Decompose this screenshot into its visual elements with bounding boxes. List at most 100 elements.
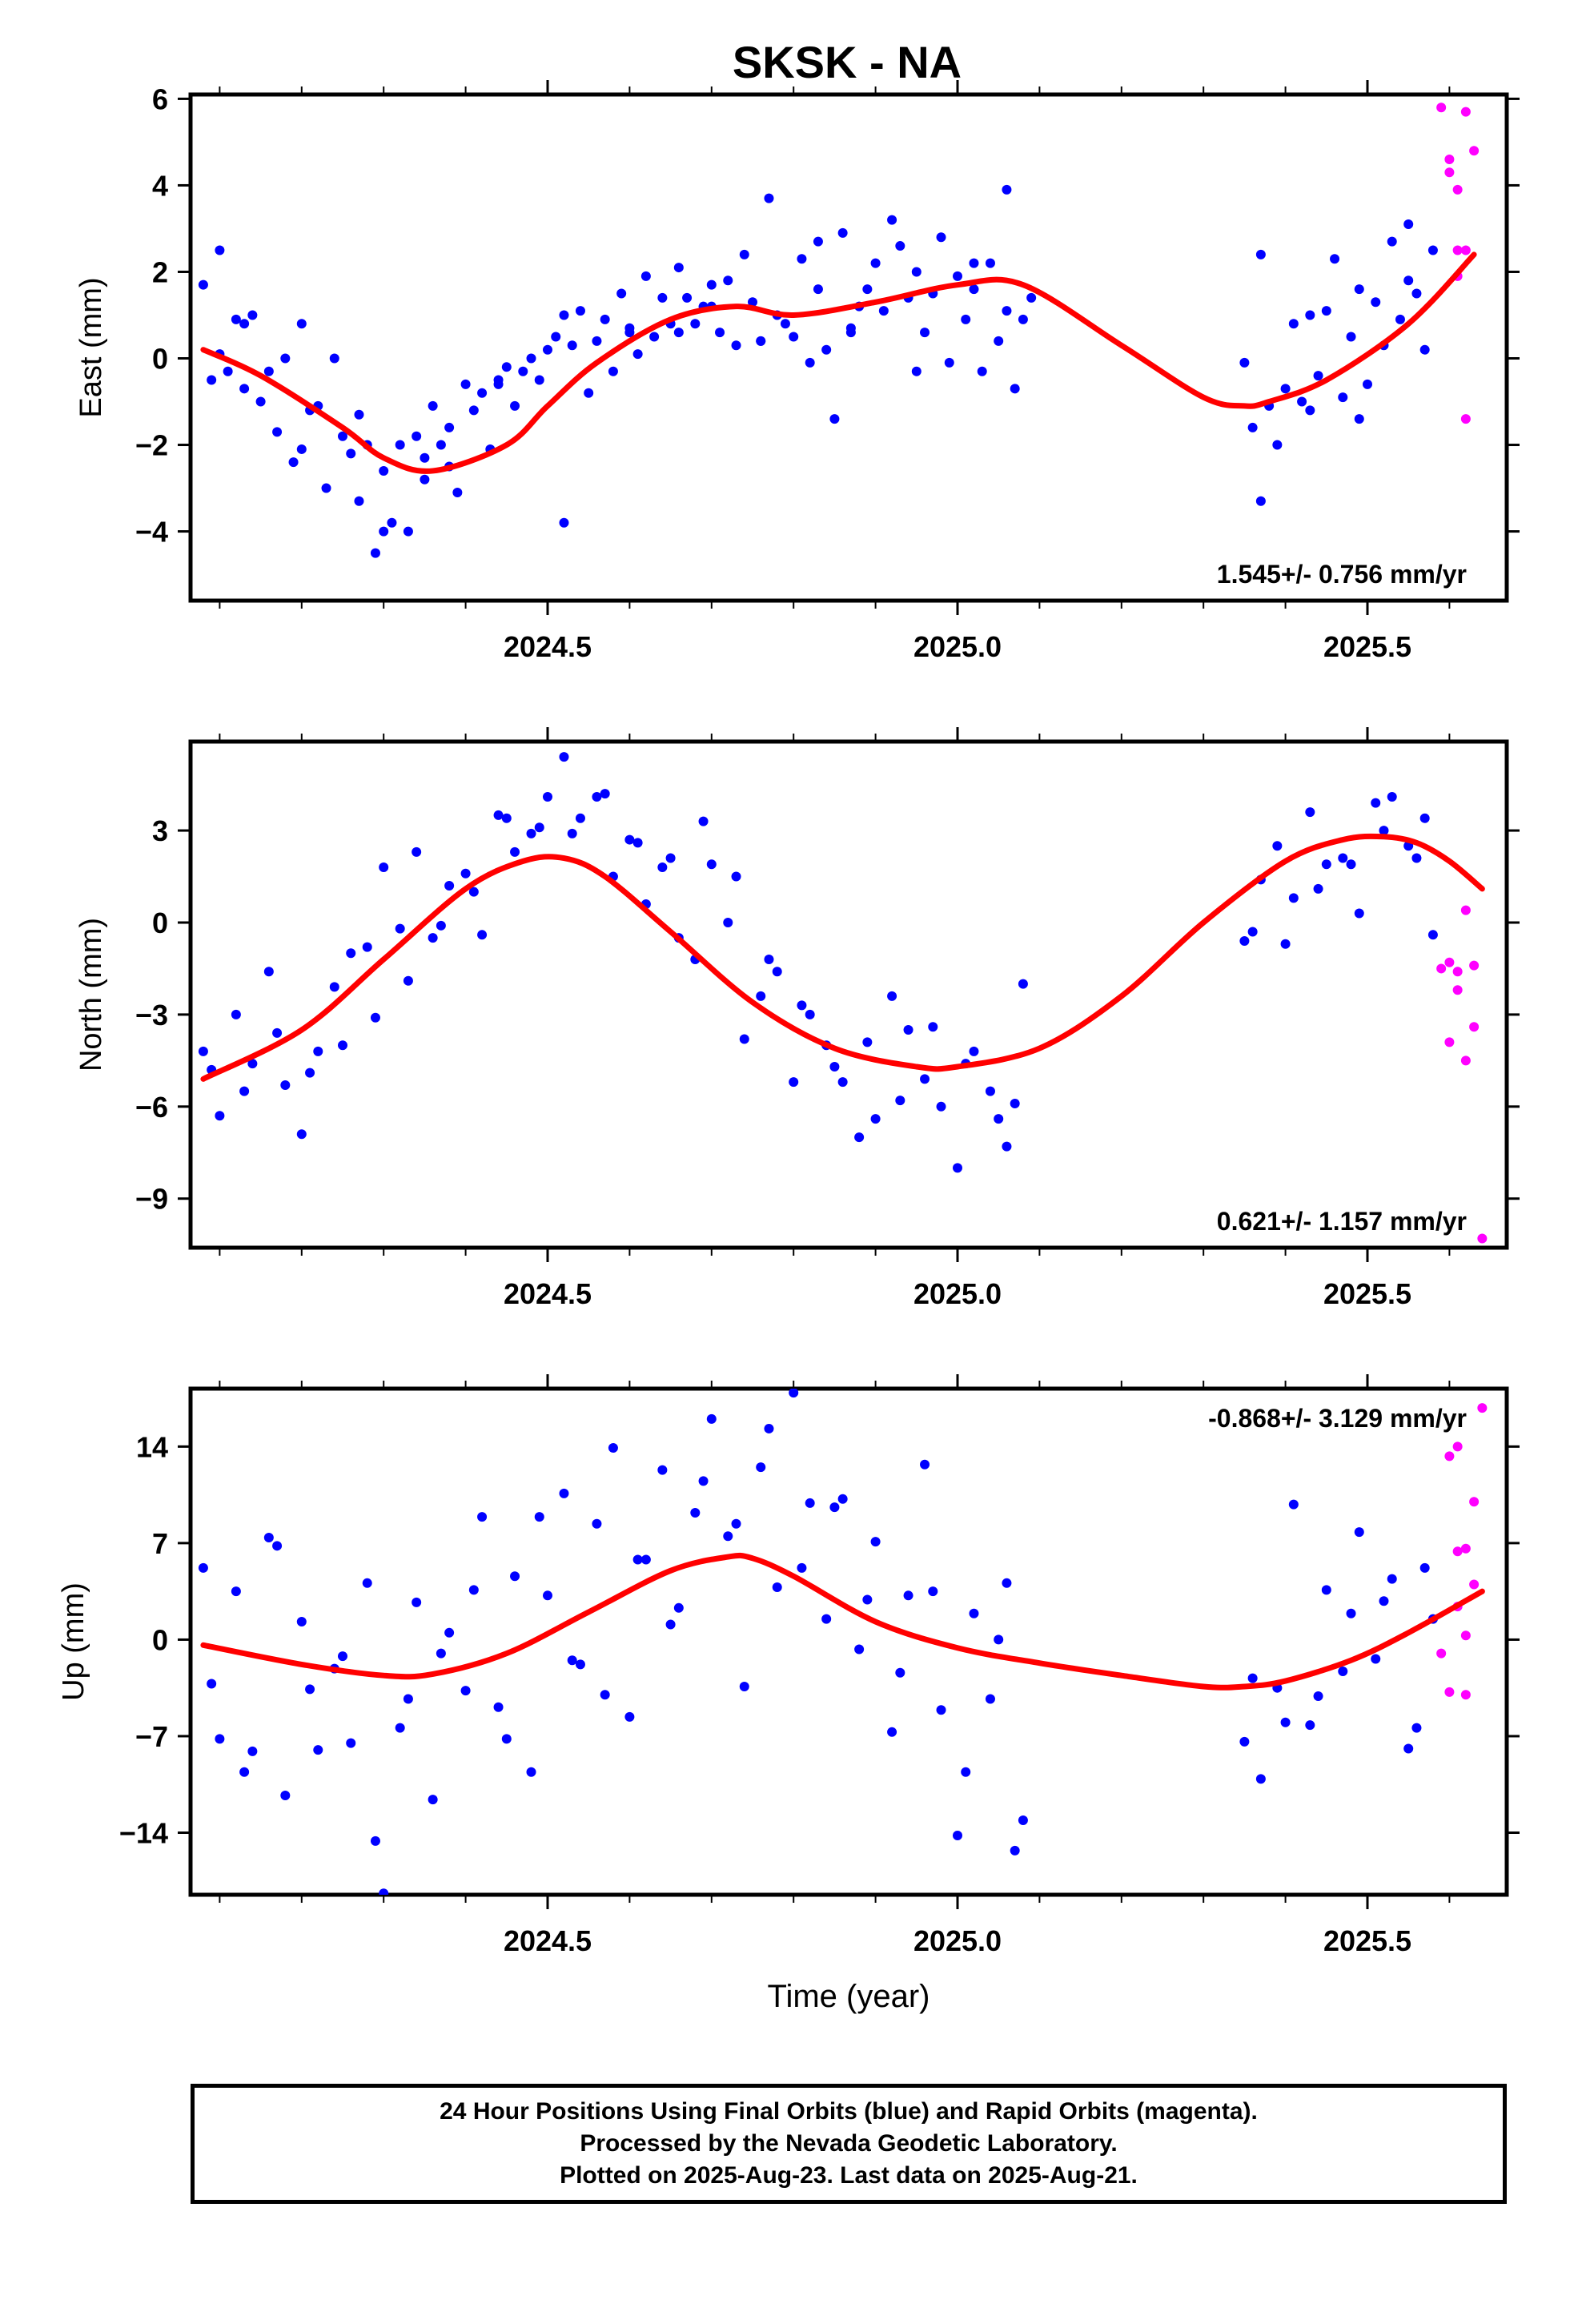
final-orbit-point [805,1009,815,1019]
final-orbit-point [403,975,413,986]
final-orbit-point [1297,396,1307,407]
final-orbit-point [608,366,618,376]
final-orbit-point [1411,288,1422,299]
rapid-orbit-point [1460,107,1471,117]
final-orbit-point [444,1627,455,1638]
final-orbit-point [1371,798,1381,808]
final-orbit-point [1379,826,1389,836]
final-orbit-point [789,332,799,342]
final-orbit-point [969,258,979,268]
final-orbit-point [985,258,995,268]
final-orbit-point [231,1586,241,1597]
final-orbit-point [632,1554,643,1565]
final-orbit-point [756,1462,766,1473]
final-orbit-point [1239,357,1250,368]
x-tick-label: 2025.0 [913,1924,1002,1957]
final-orbit-point [1338,1667,1348,1677]
final-orbit-point [985,1694,995,1704]
final-orbit-point [772,967,782,977]
final-orbit-point [239,319,250,329]
final-orbit-point [526,1767,536,1777]
final-orbit-point [837,1494,848,1504]
final-orbit-point [920,1074,930,1084]
final-orbit-point [994,336,1004,346]
final-orbit-point [1427,930,1438,940]
final-orbit-point [665,853,676,863]
final-orbit-point [854,1132,865,1143]
x-axis-label: Time (year) [768,1979,930,2014]
final-orbit-point [534,822,544,833]
final-orbit-point [608,1443,618,1454]
y-tick-label: 4 [152,169,168,202]
final-orbit-point [362,942,372,952]
final-orbit-point [223,366,233,376]
final-orbit-point [837,1077,848,1088]
final-orbit-point [280,353,291,364]
final-orbit-point [379,1888,389,1895]
final-orbit-point [346,948,356,959]
final-orbit-point [468,1585,479,1595]
final-orbit-point [920,1459,930,1470]
rapid-orbit-point [1477,1233,1488,1244]
final-orbit-point [296,444,307,454]
final-orbit-point [1002,1141,1012,1152]
x-tick-label: 2025.0 [913,630,1002,663]
y-axis-label: North (mm) [74,918,108,1072]
final-orbit-point [969,284,979,295]
final-orbit-point [723,275,733,286]
final-orbit-point [961,314,971,324]
final-orbit-point [1346,1608,1356,1618]
panel-up: 2024.5 2025.0 2025.5 −14 −7 0 7 14 Up (mm) Time (… [57,1374,1520,2014]
final-orbit-point [756,991,766,1001]
final-orbit-point [379,526,389,537]
x-tick-label: 2024.5 [504,1924,592,1957]
final-orbit-point [395,440,405,450]
final-orbit-point [280,1791,291,1801]
final-orbit-point [354,496,364,506]
rapid-orbit-point [1444,167,1455,178]
y-tick-label: −7 [135,1720,168,1753]
final-orbit-point [1002,1578,1012,1588]
x-tick-label: 2024.5 [504,1277,592,1310]
final-orbit-point [1313,1691,1323,1702]
final-orbit-point [887,1727,897,1737]
final-orbit-point [1354,1527,1364,1538]
rapid-orbit-point [1460,1055,1471,1066]
final-orbit-point [1247,927,1258,937]
final-orbit-point [395,1723,405,1733]
final-orbit-point [1387,1574,1397,1584]
rapid-orbit-point [1460,245,1471,255]
final-orbit-point [288,457,299,468]
rapid-orbit-point [1444,957,1455,967]
final-orbit-point [961,1767,971,1777]
y-axis-label: Up (mm) [57,1582,90,1701]
final-orbit-point [748,297,757,308]
final-orbit-point [452,487,463,497]
final-orbit-point [1247,422,1258,432]
final-orbit-point [1239,935,1250,946]
plot-frame [188,739,1509,1250]
y-tick-label: −3 [135,999,168,1031]
final-orbit-point [387,517,397,528]
final-orbit-point [231,1009,241,1019]
final-orbit-point [764,1423,774,1433]
final-orbit-point [797,254,807,264]
final-orbit-point [444,422,455,432]
final-orbit-point [936,1705,946,1715]
final-orbit-point [764,193,774,203]
final-orbit-point [296,319,307,329]
final-orbit-point [1354,908,1364,919]
final-orbit-point [1002,306,1012,316]
final-orbit-point [543,344,552,355]
final-orbit-point [870,1114,881,1124]
final-orbit-point [436,920,446,931]
final-orbit-point [362,1578,372,1588]
final-orbit-point [567,340,577,351]
final-orbit-point [215,1734,225,1744]
y-tick-label: 0 [152,907,168,939]
final-orbit-point [370,1835,380,1846]
final-orbit-point [567,828,577,838]
final-orbit-point [305,1684,315,1695]
final-orbit-point [780,319,790,329]
final-orbit-point [813,236,823,247]
